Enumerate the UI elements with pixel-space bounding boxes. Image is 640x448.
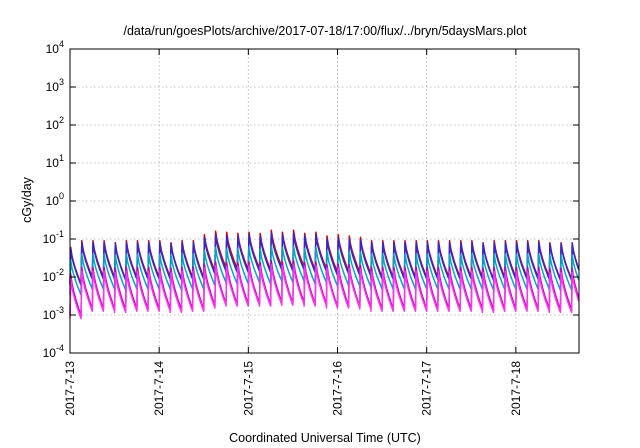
y-tick-base: 10 bbox=[46, 42, 60, 56]
x-axis: 2017-7-13 2017-7-14 2017-7-15 2017-7-16 2017… bbox=[63, 49, 523, 416]
y-tick-label: 103 bbox=[46, 77, 64, 94]
y-tick-label: 102 bbox=[46, 115, 64, 132]
y-tick-base: 10 bbox=[46, 80, 60, 94]
series-line bbox=[69, 264, 580, 320]
series-group bbox=[69, 229, 580, 320]
x-tick-label: 2017-7-16 bbox=[331, 361, 345, 416]
y-tick-label: 10-4 bbox=[43, 343, 64, 360]
y-tick-base: 10 bbox=[46, 156, 60, 170]
y-tick-base: 10 bbox=[43, 270, 57, 284]
series-line bbox=[69, 245, 580, 296]
y-tick-label: 104 bbox=[46, 39, 64, 56]
y-tick-base: 10 bbox=[43, 346, 57, 360]
y-tick-exponent: 4 bbox=[59, 39, 64, 49]
y-tick-base: 10 bbox=[46, 118, 60, 132]
y-axis-label: cGy/day bbox=[20, 176, 34, 223]
y-tick-exponent: 1 bbox=[59, 153, 64, 163]
y-tick-label: 10-2 bbox=[43, 267, 64, 284]
y-tick-exponent: -3 bbox=[56, 305, 64, 315]
y-tick-exponent: -4 bbox=[56, 343, 64, 353]
y-tick-base: 10 bbox=[43, 232, 57, 246]
x-axis-label: Coordinated Universal Time (UTC) bbox=[229, 431, 421, 445]
x-tick-label: 2017-7-14 bbox=[152, 361, 166, 416]
y-tick-exponent: 2 bbox=[59, 115, 64, 125]
y-tick-exponent: 3 bbox=[59, 77, 64, 87]
y-tick-label: 10-3 bbox=[43, 305, 64, 322]
x-tick-label: 2017-7-17 bbox=[420, 361, 434, 416]
y-tick-label: 101 bbox=[46, 153, 64, 170]
y-tick-exponent: -1 bbox=[56, 229, 64, 239]
x-tick-label: 2017-7-18 bbox=[509, 361, 523, 416]
y-tick-label: 10-1 bbox=[43, 229, 64, 246]
y-tick-label: 100 bbox=[46, 191, 64, 208]
chart-title: /data/run/goesPlots/archive/2017-07-18/1… bbox=[123, 24, 527, 38]
y-tick-exponent: 0 bbox=[59, 191, 64, 201]
y-tick-exponent: -2 bbox=[56, 267, 64, 277]
series-line bbox=[69, 232, 580, 287]
y-tick-base: 10 bbox=[46, 194, 60, 208]
x-tick-label: 2017-7-15 bbox=[241, 361, 255, 416]
y-tick-base: 10 bbox=[43, 308, 57, 322]
x-tick-label: 2017-7-13 bbox=[63, 361, 77, 416]
